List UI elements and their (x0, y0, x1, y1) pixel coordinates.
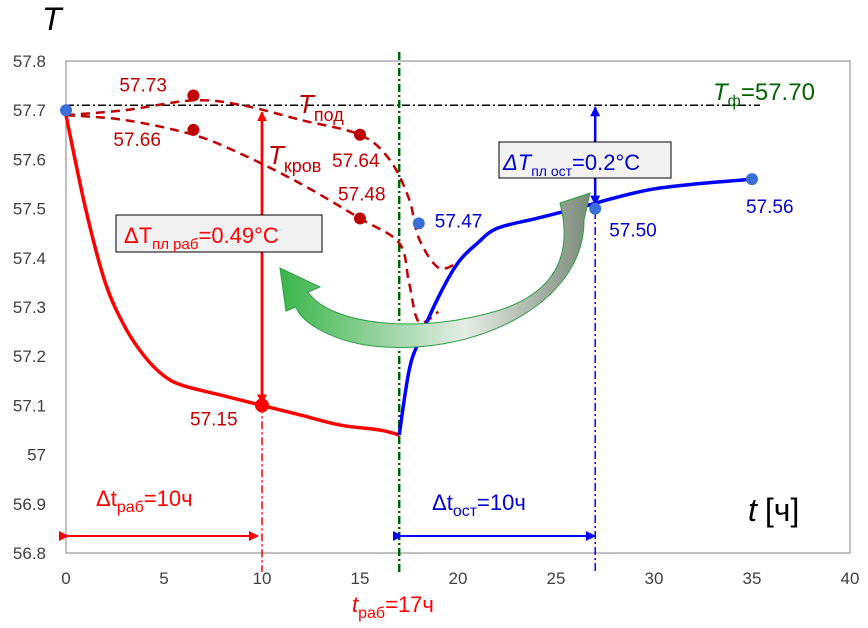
dt-work-label: ΔTпл раб=0.49°C (124, 223, 279, 253)
data-label: 57.66 (113, 130, 161, 151)
dt-ostanova-label: Δtост=10ч (432, 490, 526, 520)
y-tick-label: 57.2 (13, 347, 46, 366)
y-tick-label: 57.7 (13, 101, 46, 120)
x-tick-label: 15 (351, 569, 370, 588)
y-tick-label: 57.8 (13, 52, 46, 71)
reference-lines (66, 52, 760, 572)
dt-work-box (115, 214, 323, 253)
x-tick-label: 25 (547, 569, 566, 588)
x-axis-title: t [ч] (748, 492, 799, 528)
y-tick-label: 57.4 (13, 249, 46, 268)
x-tick-label: 40 (841, 569, 860, 588)
data-label: 57.47 (435, 211, 483, 232)
data-point (354, 212, 366, 225)
y-tick-label: 57.5 (13, 200, 46, 219)
data-label: 57.48 (338, 184, 386, 205)
x-tick-label: 35 (743, 569, 762, 588)
y-tick-label: 57.6 (13, 150, 46, 169)
data-point (255, 398, 269, 413)
x-tick-label: 10 (253, 569, 272, 588)
recovery-arrow (279, 192, 591, 348)
series-line-krov (65, 113, 440, 325)
data-label: 57.64 (332, 151, 380, 172)
t-raboty-label: tраб=17ч (352, 592, 434, 622)
dt-stop-box (498, 141, 672, 179)
t-pod-label: Tпод (298, 89, 344, 125)
y-tick-label: 56.8 (13, 544, 46, 563)
dt-raboty-label: Δtраб=10ч (96, 486, 193, 516)
series-group (64, 98, 753, 437)
data-label: 57.56 (746, 197, 794, 218)
axis-ticks: 0 5 10 15 20 25 30 35 40 56.8 56.9 57 57.1 57.2 57.3 57… (13, 52, 860, 588)
markers-group: 57.73 57.66 57.64 57.48 57.15 57.47 57.50 57.56 (60, 75, 794, 430)
y-axis-title: T (42, 1, 64, 37)
x-tick-label: 20 (449, 569, 468, 588)
data-label: 57.15 (190, 409, 238, 430)
y-tick-label: 56.9 (13, 495, 46, 514)
data-point (187, 89, 200, 102)
data-point (412, 217, 425, 230)
y-tick-label: 57.1 (13, 396, 46, 415)
data-point (746, 173, 758, 186)
data-label: 57.50 (609, 221, 657, 242)
t-krov-label: Tкров (268, 140, 321, 176)
data-point (589, 202, 602, 215)
plot-area (65, 60, 851, 554)
data-point (60, 104, 72, 117)
x-tick-label: 0 (61, 569, 70, 588)
data-point (187, 123, 200, 136)
reference-label: Tф=57.70 (713, 79, 815, 110)
series-line-work (64, 114, 400, 437)
y-tick-label: 57 (27, 446, 46, 465)
x-tick-label: 5 (159, 569, 168, 588)
series-line-recovery (397, 177, 753, 436)
x-tick-label: 30 (645, 569, 664, 588)
y-tick-label: 57.3 (13, 298, 46, 317)
data-label: 57.73 (119, 75, 167, 96)
data-point (354, 128, 366, 141)
dt-stop-label: ΔTпл ост=0.2°C (502, 150, 640, 179)
